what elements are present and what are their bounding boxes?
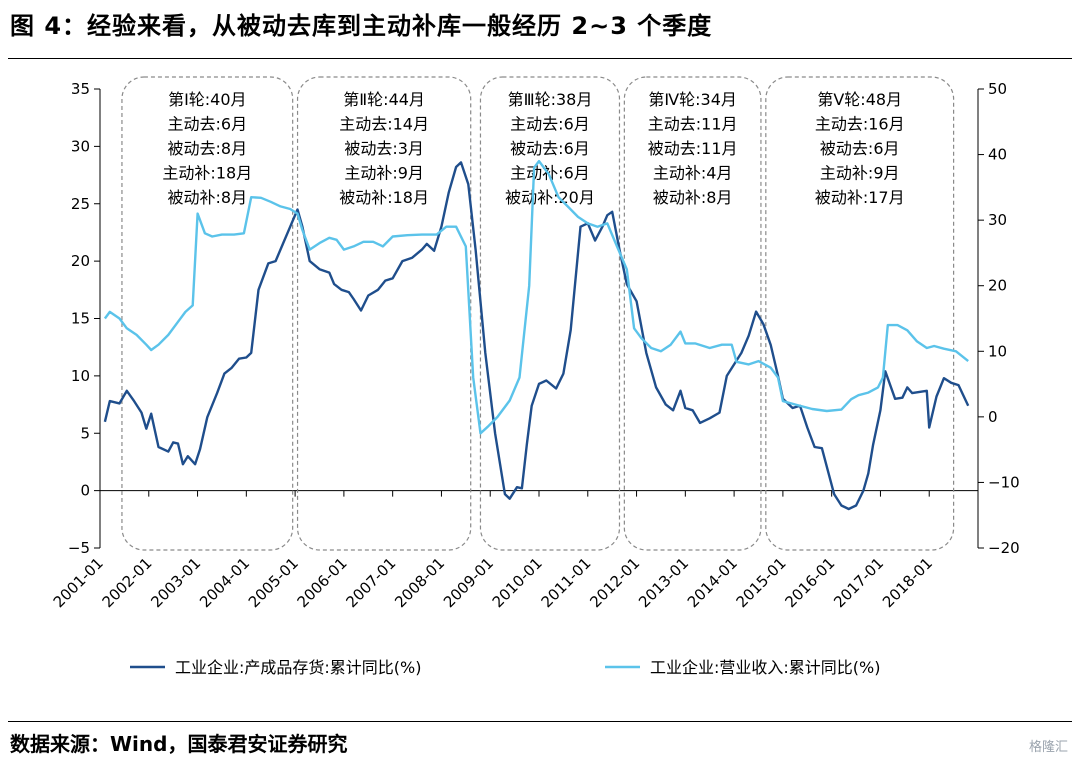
- x-tick-label: 2004-01: [196, 554, 253, 611]
- period-label: 主动去:14月: [339, 115, 429, 134]
- left-tick-label: 10: [71, 367, 90, 385]
- period-box: [623, 76, 762, 551]
- period-label: 第Ⅰ轮:40月: [168, 90, 246, 109]
- x-tick-label: 2001-01: [50, 554, 107, 611]
- x-tick-label: 2018-01: [879, 554, 936, 611]
- period-label: 第Ⅴ轮:48月: [817, 90, 902, 109]
- left-tick-label: 25: [71, 195, 90, 213]
- period-label: 被动去:6月: [510, 139, 590, 158]
- period-label: 主动补:4月: [653, 164, 733, 183]
- x-tick-label: 2006-01: [294, 554, 351, 611]
- right-tick-label: 30: [988, 211, 1007, 229]
- period-label: 主动补:9月: [820, 164, 900, 183]
- right-tick-label: 20: [988, 277, 1007, 295]
- period-label: 主动去:11月: [648, 115, 738, 134]
- period-boxes: 第Ⅰ轮:40月主动去:6月被动去:8月主动补:18月被动补:8月第Ⅱ轮:44月主…: [121, 76, 955, 551]
- period-label: 被动去:6月: [820, 139, 900, 158]
- left-tick-label: −5: [68, 539, 90, 557]
- series-lines: [103, 159, 970, 511]
- period-box: [296, 76, 472, 551]
- right-tick-label: 0: [988, 408, 998, 426]
- left-tick-label: 5: [80, 424, 90, 442]
- period-label: 主动去:6月: [510, 115, 590, 134]
- period-label: 被动补:8月: [168, 188, 248, 207]
- watermark: 格隆汇: [1028, 740, 1068, 755]
- x-tick-label: 2017-01: [830, 554, 887, 611]
- x-tick-label: 2010-01: [489, 554, 546, 611]
- right-tick-label: −20: [988, 539, 1020, 557]
- period-box: [479, 76, 621, 551]
- legend-label: 工业企业:营业收入:累计同比(%): [650, 658, 880, 677]
- x-tick-label: 2012-01: [586, 554, 643, 611]
- x-tick-label: 2003-01: [147, 554, 204, 611]
- left-tick-label: 15: [71, 310, 90, 328]
- period-label: 主动补:9月: [344, 164, 424, 183]
- x-tick-label: 2005-01: [245, 554, 302, 611]
- period-label: 被动补:8月: [653, 188, 733, 207]
- left-tick-label: 0: [80, 482, 90, 500]
- period-label: 主动补:18月: [162, 164, 252, 183]
- source-rule: [8, 721, 1072, 722]
- legend: 工业企业:产成品存货:累计同比(%) 工业企业:营业收入:累计同比(%): [130, 658, 880, 677]
- period-label: 第Ⅳ轮:34月: [648, 90, 737, 109]
- x-tick-label: 2009-01: [440, 554, 497, 611]
- x-tick-label: 2015-01: [733, 554, 790, 611]
- right-tick-label: 50: [988, 80, 1007, 98]
- source-note: 数据来源：Wind，国泰君安证券研究: [10, 732, 348, 756]
- period-label: 主动补:6月: [510, 164, 590, 183]
- period-label: 第Ⅱ轮:44月: [343, 90, 425, 109]
- x-tick-label: 2002-01: [99, 554, 156, 611]
- left-tick-label: 20: [71, 252, 90, 270]
- x-tick-label: 2011-01: [538, 554, 595, 611]
- axes-layer: 35302520151050−550403020100−10−202001-01…: [50, 80, 1020, 611]
- period-label: 被动补:17月: [815, 188, 905, 207]
- right-tick-label: −10: [988, 473, 1020, 491]
- right-tick-label: 10: [988, 342, 1007, 360]
- period-box: [765, 76, 955, 551]
- x-tick-label: 2008-01: [391, 554, 448, 611]
- x-tick-label: 2016-01: [781, 554, 838, 611]
- x-tick-label: 2007-01: [342, 554, 399, 611]
- chart-title: 图 4：经验来看，从被动去库到主动补库一般经历 2~3 个季度: [10, 12, 713, 40]
- period-label: 被动补:20月: [505, 188, 595, 207]
- period-box: [121, 76, 294, 551]
- x-tick-label: 2013-01: [635, 554, 692, 611]
- period-label: 被动去:8月: [168, 139, 248, 158]
- left-tick-label: 30: [71, 137, 90, 155]
- title-rule: [8, 58, 1072, 59]
- right-tick-label: 40: [988, 146, 1007, 164]
- inventory-cycle-chart: 35302520151050−550403020100−10−202001-01…: [50, 76, 1020, 677]
- x-tick-label: 2014-01: [684, 554, 741, 611]
- period-label: 第Ⅲ轮:38月: [508, 90, 593, 109]
- left-tick-label: 35: [71, 80, 90, 98]
- period-label: 被动去:3月: [344, 139, 424, 158]
- period-label: 被动去:11月: [648, 139, 738, 158]
- period-label: 被动补:18月: [339, 188, 429, 207]
- legend-label: 工业企业:产成品存货:累计同比(%): [175, 658, 421, 677]
- revenue-series-line: [103, 159, 969, 435]
- period-label: 主动去:16月: [815, 115, 905, 134]
- inventory-series-line: [103, 161, 970, 511]
- period-label: 主动去:6月: [168, 115, 248, 134]
